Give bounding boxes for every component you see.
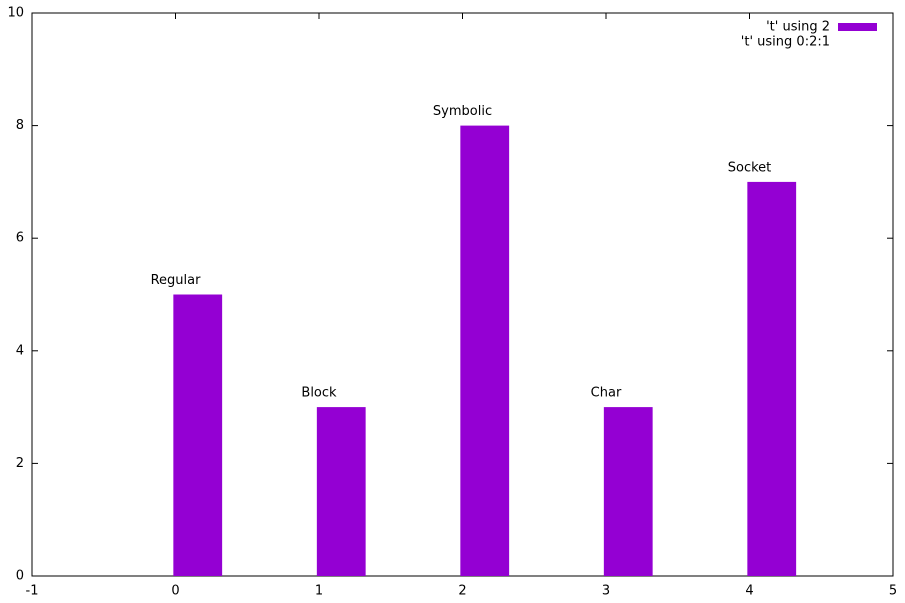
- bar: [460, 125, 510, 576]
- y-tick-label: 0: [16, 569, 24, 584]
- bar: [173, 294, 223, 576]
- x-tick-label: -1: [26, 584, 39, 599]
- data-label: Symbolic: [433, 104, 492, 119]
- y-tick-label: 8: [16, 118, 24, 133]
- x-tick-label: 4: [745, 584, 753, 599]
- bar: [603, 407, 653, 576]
- x-tick-label: 3: [602, 584, 610, 599]
- x-tick-label: 0: [171, 584, 179, 599]
- bar: [747, 181, 797, 576]
- y-tick-label: 2: [16, 456, 24, 471]
- y-tick-label: 4: [16, 343, 24, 358]
- legend-label: 't' using 0:2:1: [741, 35, 830, 50]
- x-tick-label: 1: [315, 584, 323, 599]
- bar: [316, 407, 366, 576]
- data-label: Socket: [728, 160, 772, 175]
- data-label: Regular: [151, 273, 202, 288]
- legend-label: 't' using 2: [766, 20, 830, 35]
- data-label: Char: [591, 386, 622, 401]
- legend-swatch: [838, 23, 877, 31]
- data-label: Block: [301, 386, 337, 401]
- x-tick-label: 2: [458, 584, 466, 599]
- y-tick-label: 10: [7, 6, 24, 21]
- y-tick-label: 6: [16, 231, 24, 246]
- x-tick-label: 5: [889, 584, 897, 599]
